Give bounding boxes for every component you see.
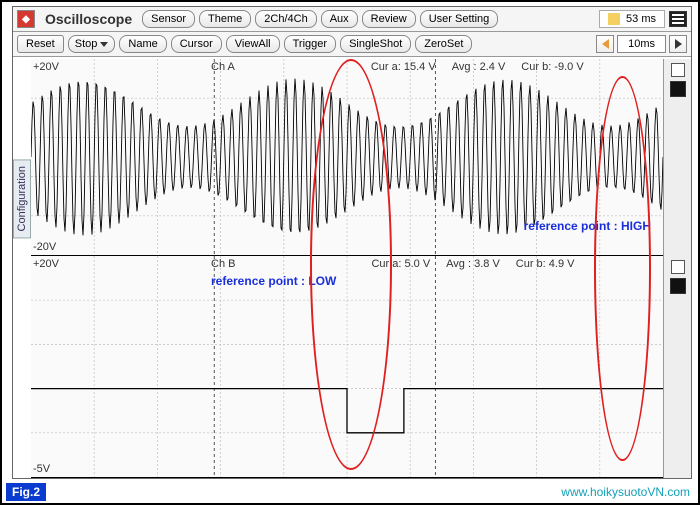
menu-icon[interactable]	[669, 11, 687, 27]
cursor-button[interactable]: Cursor	[171, 35, 222, 53]
timebase-decrease-button[interactable]	[596, 35, 614, 53]
toolbar: Reset Stop Name Cursor ViewAll Trigger S…	[13, 32, 691, 57]
timebase-value: 10ms	[617, 35, 666, 53]
review-button[interactable]: Review	[362, 10, 416, 28]
scope-area: Configuration +20V -20V Ch A Cur a: 15.4…	[13, 59, 691, 478]
timebase-control: 10ms	[596, 35, 687, 53]
reset-button[interactable]: Reset	[17, 35, 64, 53]
zeroset-button[interactable]: ZeroSet	[415, 35, 472, 53]
oscilloscope-window: ◆ Oscilloscope Sensor Theme 2Ch/4Ch Aux …	[12, 6, 692, 479]
chb-label: Ch B	[211, 258, 235, 270]
titlebar: ◆ Oscilloscope Sensor Theme 2Ch/4Ch Aux …	[13, 7, 691, 32]
arrow-right-icon	[675, 39, 682, 49]
latency-indicator: 53 ms	[599, 10, 665, 28]
chb-checkbox[interactable]	[671, 260, 685, 274]
trigger-button[interactable]: Trigger	[284, 35, 336, 53]
singleshot-button[interactable]: SingleShot	[340, 35, 411, 53]
user-setting-button[interactable]: User Setting	[420, 10, 499, 28]
chb-avg: Avg : 3.8 V	[446, 258, 500, 270]
chb-cur-b: Cur b: 4.9 V	[516, 258, 575, 270]
chb-indicator-icon[interactable]	[670, 278, 686, 294]
run-stop-dropdown[interactable]: Stop	[68, 35, 116, 53]
chb-y-bottom: -5V	[33, 463, 50, 475]
chevron-down-icon	[100, 42, 108, 47]
app-logo-icon: ◆	[17, 10, 35, 28]
app-title: Oscilloscope	[39, 11, 138, 27]
annotation-oval-2	[594, 76, 651, 461]
cha-cur-b: Cur b: -9.0 V	[521, 61, 583, 73]
cha-avg: Avg : 2.4 V	[452, 61, 506, 73]
channels: +20V -20V Ch A Cur a: 15.4 V Avg : 2.4 V…	[31, 59, 691, 478]
channel-a-controls	[663, 59, 691, 256]
arrow-left-icon	[602, 39, 609, 49]
cha-cur-a: Cur a: 15.4 V	[371, 61, 436, 73]
cha-label: Ch A	[211, 61, 235, 73]
figure-badge: Fig.2	[6, 483, 46, 501]
run-stop-label: Stop	[75, 38, 98, 50]
theme-button[interactable]: Theme	[199, 10, 251, 28]
channel-mode-button[interactable]: 2Ch/4Ch	[255, 10, 316, 28]
aux-button[interactable]: Aux	[321, 10, 358, 28]
timebase-increase-button[interactable]	[669, 35, 687, 53]
latency-icon	[608, 13, 620, 25]
configuration-tab[interactable]: Configuration	[13, 159, 31, 238]
cha-y-bottom: -20V	[33, 241, 56, 253]
channel-b-controls	[663, 256, 691, 478]
latency-value: 53 ms	[626, 13, 656, 25]
name-button[interactable]: Name	[119, 35, 166, 53]
annotation-oval-1	[310, 59, 392, 470]
source-url: www.hoikysuotoVN.com	[561, 485, 690, 499]
sensor-button[interactable]: Sensor	[142, 10, 195, 28]
viewall-button[interactable]: ViewAll	[226, 35, 280, 53]
cha-indicator-icon[interactable]	[670, 81, 686, 97]
cha-checkbox[interactable]	[671, 63, 685, 77]
